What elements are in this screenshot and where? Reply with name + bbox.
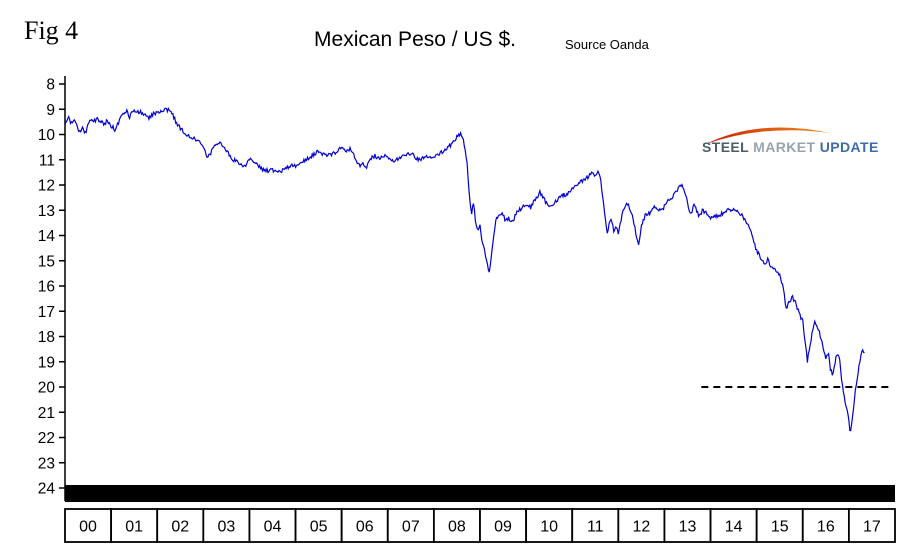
chart-source-label: Source Oanda [565,37,649,52]
year-label: 14 [725,519,743,536]
year-box [340,508,389,543]
y-tick-label: 17 [38,304,55,321]
y-tick-label: 23 [38,455,55,472]
year-label: 08 [448,519,466,536]
logo-word-steel: STEEL [702,139,749,155]
figure-number-label: Fig 4 [24,16,79,45]
bottom-bar [65,485,895,502]
logo-word-update: UPDATE [819,139,879,155]
y-tick-label: 24 [38,481,56,498]
year-label: 03 [217,519,235,536]
y-tick-label: 20 [38,380,56,397]
year-label: 16 [817,519,835,536]
year-label: 09 [494,519,512,536]
year-label: 00 [79,519,97,536]
year-label: 07 [402,519,420,536]
year-box [617,508,666,543]
year-box [479,508,528,543]
year-box [432,508,481,543]
y-tick-label: 22 [38,430,55,447]
y-tick-label: 15 [38,253,55,270]
y-tick-label: 10 [38,127,56,144]
y-tick-label: 19 [38,354,55,371]
y-tick-label: 16 [38,279,55,296]
year-label: 12 [632,519,650,536]
year-label: 17 [863,519,881,536]
year-label: 11 [587,519,604,536]
y-tick-label: 18 [38,329,55,346]
price-line [64,106,865,432]
steel-market-update-logo: STEEL MARKET UPDATE [702,122,879,155]
logo-text: STEEL MARKET UPDATE [702,139,879,155]
y-tick-label: 11 [39,152,55,169]
y-tick-label: 21 [38,405,55,422]
year-label: 02 [171,519,189,536]
logo-swoosh-icon [706,127,830,144]
year-label: 01 [125,519,143,536]
y-tick-label: 13 [38,203,55,220]
logo-word-market: MARKET [753,139,816,155]
y-tick-label: 14 [38,228,56,245]
year-box [571,508,620,543]
y-tick-label: 9 [46,102,55,119]
year-label: 06 [356,519,374,536]
year-label: 13 [679,519,697,536]
year-box [755,508,804,543]
year-box [709,508,758,543]
year-label: 10 [540,519,558,536]
year-box [847,508,896,543]
year-box [64,508,113,543]
year-box [110,508,159,543]
year-box [801,508,850,543]
year-label: 04 [264,519,282,536]
year-label: 05 [310,519,328,536]
chart-title: Mexican Peso / US $. [314,28,516,51]
year-label: 15 [771,519,789,536]
y-tick-label: 8 [46,77,55,94]
y-tick-label: 12 [38,178,55,195]
